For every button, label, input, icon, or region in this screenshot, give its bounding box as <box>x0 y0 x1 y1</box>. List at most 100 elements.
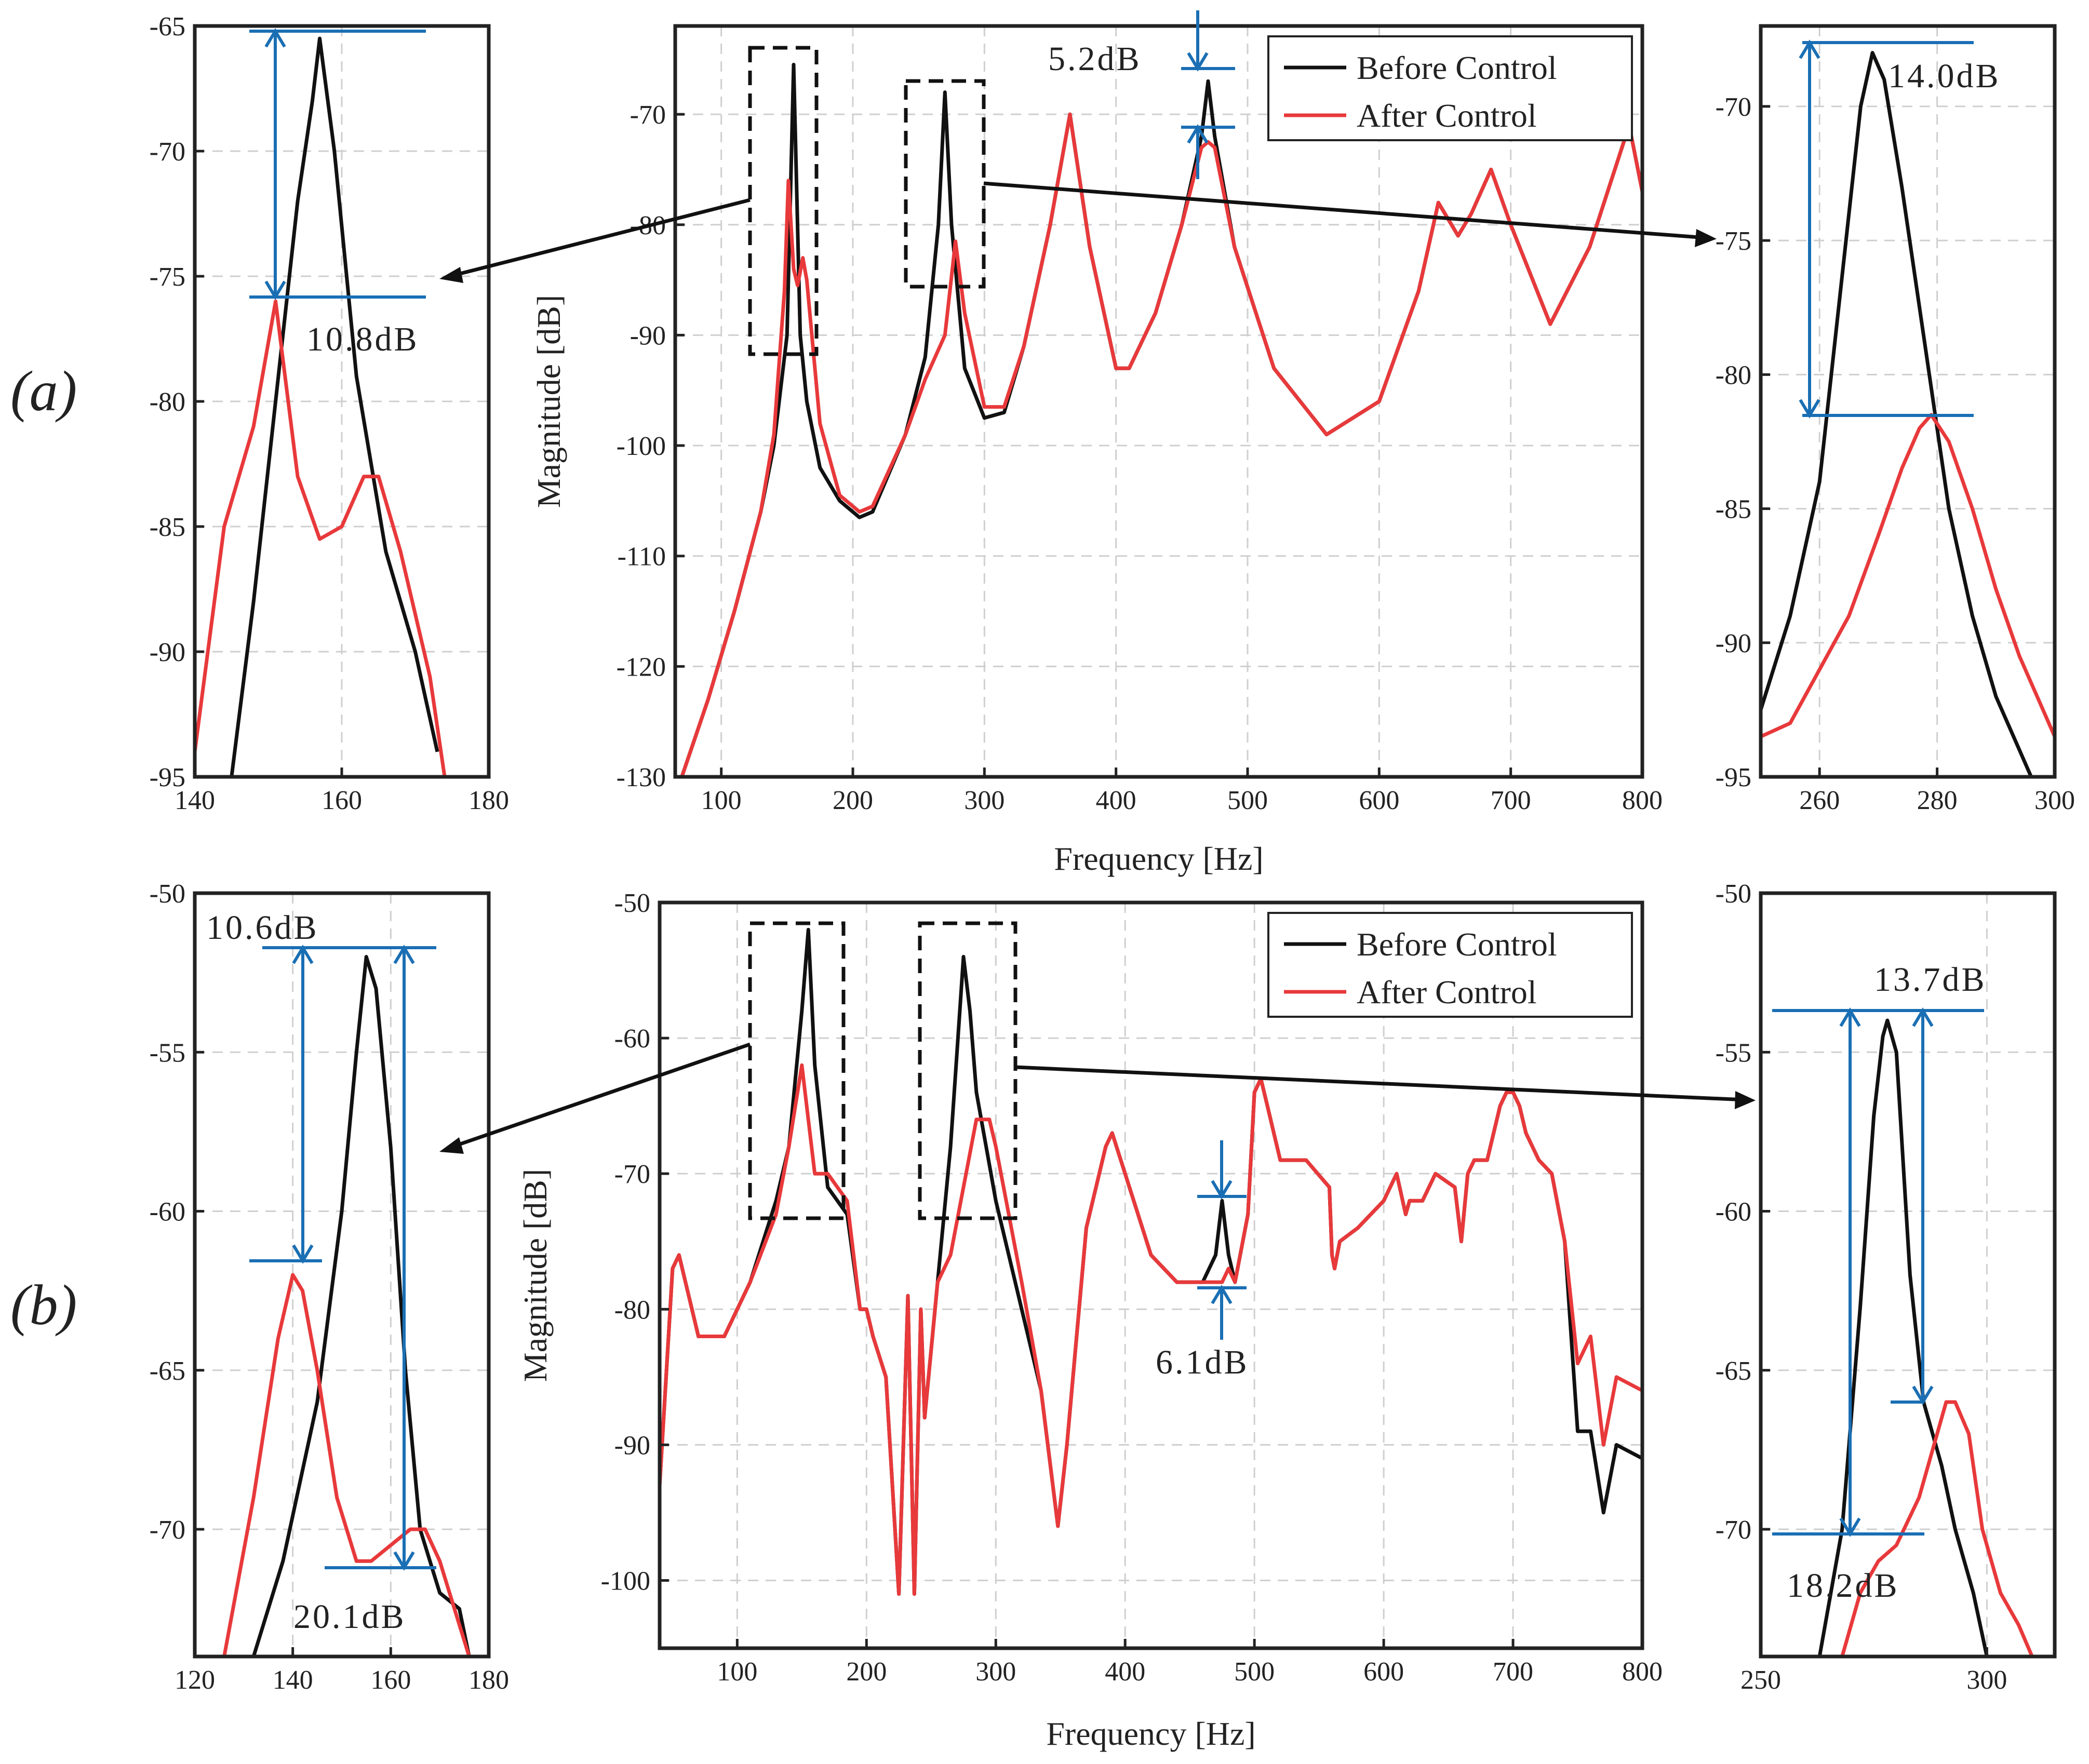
zoom-box-a-1 <box>748 46 819 356</box>
y-tick-label: -90 <box>150 638 185 667</box>
annotation-a-main: 5.2dB <box>1048 40 1142 78</box>
x-tick-label: 140 <box>273 1665 313 1695</box>
y-tick-label: -70 <box>150 137 185 167</box>
connector-arrow-a-left <box>449 198 751 278</box>
chart-b-zoom-left: 120 140 160 180 -50 -55 -60 -65 -70 <box>150 879 509 1695</box>
y-tick-label: -90 <box>630 321 666 351</box>
x-tick-label: 300 <box>1966 1665 2007 1695</box>
db-arrow-a-main-lower-head <box>1187 124 1209 144</box>
y-tick-label: -95 <box>150 763 185 792</box>
y-tick-label: -75 <box>1716 226 1751 256</box>
y-tick-label: -95 <box>1716 763 1751 792</box>
y-tick-label: -60 <box>1716 1197 1751 1227</box>
chart-a-zoom-right: 260 280 300 -70 -75 -80 -85 -90 -95 <box>1716 24 2075 815</box>
x-tick-label: 800 <box>1622 1657 1663 1687</box>
x-tick-label: 600 <box>1359 786 1399 815</box>
y-axis-label: Magnitude [dB] <box>517 1169 554 1382</box>
y-tick-label: -85 <box>150 513 185 542</box>
x-tick-label: 180 <box>468 1665 509 1695</box>
series-before-control <box>1761 51 2033 777</box>
zoom-box-b-1 <box>748 921 846 1220</box>
x-tick-label: 200 <box>846 1657 887 1687</box>
x-tick-label: 400 <box>1105 1657 1145 1687</box>
annotation-b-left-1: 10.6dB <box>206 909 319 947</box>
y-tick-label: -55 <box>150 1038 185 1068</box>
db-arrow-b-main-lower-head <box>1211 1285 1233 1304</box>
x-axis-label: Frequency [Hz] <box>1054 840 1263 877</box>
x-tick-label: 200 <box>833 786 873 815</box>
db-arrow-b-right-1-head-top <box>1839 1007 1861 1027</box>
y-tick-label: -55 <box>1716 1038 1751 1068</box>
y-tick-label: -65 <box>1716 1356 1751 1386</box>
y-tick-label: -90 <box>614 1431 650 1460</box>
x-tick-label: 260 <box>1799 786 1840 815</box>
db-arrow-b-main-upper-head <box>1211 1180 1233 1200</box>
annotation-a-right: 14.0dB <box>1888 57 2001 95</box>
y-tick-label: -70 <box>630 100 666 130</box>
series-after-control <box>1840 1400 2034 1657</box>
series-after-control <box>222 1273 471 1657</box>
y-tick-label: -65 <box>150 1356 185 1386</box>
annotation-a-left: 10.8dB <box>306 320 419 358</box>
arrowhead-b-left <box>439 1137 464 1154</box>
series-before-control <box>251 955 471 1657</box>
plot-frame <box>1759 24 2057 779</box>
chart-b-zoom-right: 250 300 -50 -55 -60 -65 -70 <box>1716 879 2057 1695</box>
x-tick-label: 600 <box>1363 1657 1404 1687</box>
chart-a-zoom-left: 140 160 180 -65 -70 -75 -80 -85 -90 -95 <box>150 12 509 815</box>
x-tick-label: 700 <box>1493 1657 1533 1687</box>
plot-frame <box>193 891 491 1659</box>
connector-arrow-b-left <box>449 1042 751 1150</box>
panel-label-a: (a) <box>10 359 77 423</box>
zoom-box-a-2 <box>904 79 986 289</box>
db-arrow-b-right-1-head-bottom <box>1839 1517 1861 1537</box>
y-tick-label: -65 <box>150 12 185 42</box>
y-tick-label: -70 <box>1716 92 1751 122</box>
legend-label-after: After Control <box>1357 97 1537 134</box>
y-tick-label: -60 <box>150 1197 185 1227</box>
y-tick-label: -60 <box>614 1024 650 1054</box>
plot-frame <box>1759 891 2057 1659</box>
y-tick-label: -70 <box>150 1515 185 1545</box>
legend-label-after: After Control <box>1357 974 1537 1011</box>
x-tick-label: 700 <box>1491 786 1531 815</box>
db-arrow-b-right-2-head-top <box>1912 1007 1934 1027</box>
y-tick-label: -50 <box>614 888 650 918</box>
series-before-control <box>230 36 439 777</box>
x-tick-label: 280 <box>1917 786 1958 815</box>
y-axis-label: Magnitude [dB] <box>530 295 567 508</box>
y-tick-label: -100 <box>617 432 666 461</box>
annotation-b-left-2: 20.1dB <box>293 1598 406 1636</box>
x-axis-label: Frequency [Hz] <box>1046 1715 1255 1752</box>
x-tick-label: 180 <box>468 786 509 815</box>
x-tick-label: 160 <box>322 786 362 815</box>
x-tick-label: 500 <box>1234 1657 1275 1687</box>
legend-box <box>1267 35 1633 141</box>
series-after-control <box>680 112 1642 777</box>
y-tick-label: -80 <box>150 387 185 417</box>
y-tick-label: -100 <box>601 1566 650 1596</box>
series-after-control <box>1761 413 2055 738</box>
zoom-box-b-2 <box>918 921 1017 1220</box>
x-tick-label: 160 <box>370 1665 411 1695</box>
x-tick-label: 250 <box>1740 1665 1781 1695</box>
annotation-b-main: 6.1dB <box>1156 1343 1249 1381</box>
arrowhead-a-left <box>439 267 463 283</box>
plot-area <box>1761 26 2055 777</box>
x-tick-label: 120 <box>175 1665 215 1695</box>
panel-label-b: (b) <box>10 1273 77 1337</box>
legend-box <box>1267 912 1633 1018</box>
plot-area <box>195 893 489 1657</box>
x-tick-label: 300 <box>964 786 1005 815</box>
db-arrow-a-left-head-top <box>264 28 286 48</box>
y-tick-label: -50 <box>1716 879 1751 909</box>
db-arrow-a-right-head-bottom <box>1799 399 1820 419</box>
plot-frame <box>658 900 1644 1650</box>
x-tick-label: 300 <box>2034 786 2075 815</box>
x-tick-label: 400 <box>1096 786 1136 815</box>
arrowhead-a-right <box>1695 229 1717 247</box>
connector-arrow-a-right <box>983 181 1707 240</box>
db-arrow-b-right-2-head-bottom <box>1912 1385 1934 1405</box>
y-tick-label: -70 <box>614 1160 650 1189</box>
